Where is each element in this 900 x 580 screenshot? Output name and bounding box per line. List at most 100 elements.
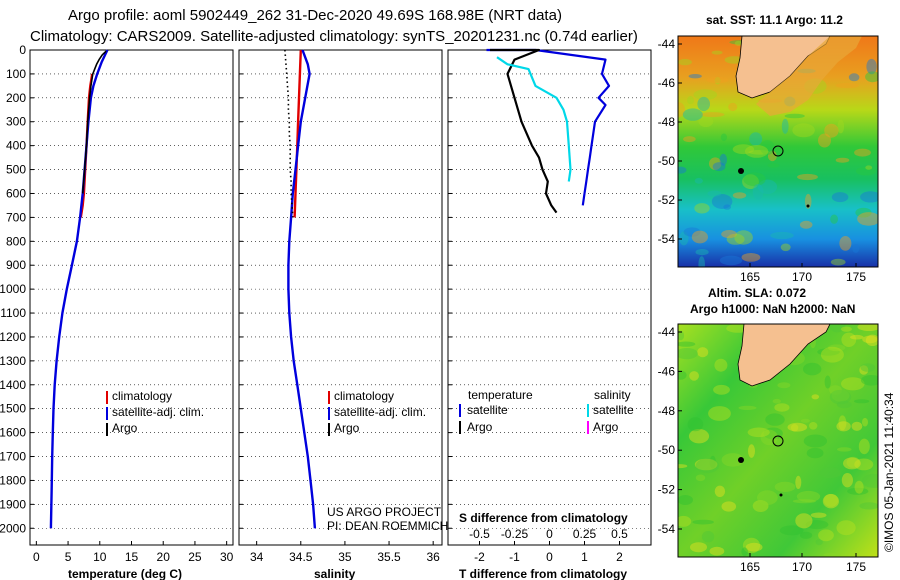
texture-blob <box>861 473 878 488</box>
texture-blob <box>779 525 804 536</box>
texture-blob <box>695 458 720 474</box>
texture-blob <box>747 427 770 438</box>
texture-blob <box>799 220 813 229</box>
texture-blob <box>847 487 869 495</box>
map-y-tick-label: -46 <box>658 76 676 90</box>
depth-tick-label: 300 <box>6 115 26 129</box>
texture-blob <box>760 429 778 446</box>
texture-blob <box>688 74 702 79</box>
texture-blob <box>790 424 799 432</box>
island-marker <box>738 168 744 174</box>
texture-blob <box>856 166 876 176</box>
texture-blob <box>709 546 725 556</box>
texture-blob <box>752 500 769 512</box>
texture-blob <box>865 71 878 83</box>
texture-blob <box>810 512 827 518</box>
texture-blob <box>687 417 704 432</box>
legend-salinity-title: salinity <box>594 388 631 402</box>
salinity-legend: climatology satellite-adj. clim. Argo <box>328 389 426 436</box>
depth-tick-label: 1900 <box>0 497 26 511</box>
temp-series-argo <box>81 50 107 194</box>
depth-tick-label: 1300 <box>0 354 26 368</box>
texture-blob <box>678 58 692 66</box>
texture-blob <box>829 389 852 405</box>
temp-series-satellite-adj-clim- <box>49 49 109 529</box>
texture-blob <box>748 444 755 458</box>
texture-blob <box>752 184 764 200</box>
argo-location-marker <box>772 435 784 447</box>
texture-blob <box>748 150 770 155</box>
texture-blob <box>678 166 687 174</box>
x-tick-label: 36 <box>426 550 440 564</box>
depth-tick-label: 800 <box>6 234 26 248</box>
texture-blob <box>711 50 723 55</box>
texture-blob <box>767 150 777 162</box>
texture-blob <box>859 365 869 375</box>
texture-blob <box>679 231 689 246</box>
texture-blob <box>843 457 861 470</box>
texture-blob <box>795 513 813 529</box>
texture-blob <box>732 144 755 155</box>
temperature-panel: 0 5 10 15 20 25 30 <box>30 49 234 564</box>
texture-blob <box>860 363 876 372</box>
depth-tick-label: 600 <box>6 186 26 200</box>
depth-tick-label: 700 <box>6 210 26 224</box>
texture-blob <box>732 192 747 199</box>
top-x-tick-label: 0.25 <box>573 527 597 541</box>
texture-blob <box>694 458 718 471</box>
texture-blob <box>745 542 763 552</box>
map-y-tick-label: -52 <box>658 193 676 207</box>
texture-blob <box>714 358 728 372</box>
texture-blob <box>805 520 829 530</box>
texture-blob <box>817 348 840 356</box>
texture-blob <box>757 179 778 194</box>
title-line-1: Argo profile: aoml 5902449_262 31-Dec-20… <box>68 7 562 24</box>
texture-blob <box>678 495 693 505</box>
map-y-tick-label: -50 <box>658 154 676 168</box>
texture-blob <box>820 346 844 363</box>
texture-blob <box>854 148 871 157</box>
x-tick-label: 25 <box>188 550 202 564</box>
texture-blob <box>866 58 877 75</box>
difference-panel: -2 -1 0 1 2 -0.5 -0.25 0 0.25 0.5 <box>448 48 651 564</box>
texture-blob <box>734 230 753 245</box>
texture-blob <box>831 192 849 203</box>
legend-climatology-label: climatology <box>112 389 172 403</box>
texture-blob <box>738 405 757 410</box>
temperature-panel-frame <box>29 49 234 546</box>
legend-temp-satellite-label: satellite <box>467 403 508 417</box>
texture-blob <box>695 474 706 482</box>
top-x-tick-label: -0.5 <box>469 527 490 541</box>
x-tick-label: 34.5 <box>289 550 313 564</box>
map-x-tick-label: 165 <box>740 270 760 284</box>
sst-map-ticks: 165 170 175 -44 -46 -48 -50 -52 -54 <box>658 37 867 284</box>
texture-blob <box>687 96 694 105</box>
map-x-tick-label: 170 <box>792 560 812 574</box>
difference-legend: temperature salinity satellite Argo sate… <box>459 388 634 434</box>
texture-blob <box>840 326 852 332</box>
texture-blob <box>857 324 878 331</box>
texture-blob <box>795 475 802 489</box>
temperature-x-label: temperature (deg C) <box>68 567 182 580</box>
sla-map <box>678 324 878 557</box>
depth-tick-label: 400 <box>6 139 26 153</box>
texture-blob <box>694 203 710 214</box>
texture-blob <box>836 520 856 536</box>
depth-tick-label: 1200 <box>0 330 26 344</box>
map-y-tick-label: -44 <box>658 37 676 51</box>
sal-series-climatology <box>293 49 302 218</box>
texture-blob <box>862 417 868 427</box>
texture-blob <box>792 123 815 138</box>
depth-tick-label: 500 <box>6 163 26 177</box>
sst-map-frame <box>677 35 879 268</box>
texture-blob <box>777 382 791 389</box>
texture-blob <box>701 531 715 543</box>
texture-blob <box>742 537 761 554</box>
texture-blob <box>780 243 791 252</box>
texture-blob <box>749 132 763 146</box>
argo-location-marker <box>772 145 784 157</box>
depth-tick-label: 1600 <box>0 426 26 440</box>
texture-blob <box>695 249 709 256</box>
difference-panel-frame <box>447 49 652 546</box>
texture-blob <box>862 335 878 344</box>
